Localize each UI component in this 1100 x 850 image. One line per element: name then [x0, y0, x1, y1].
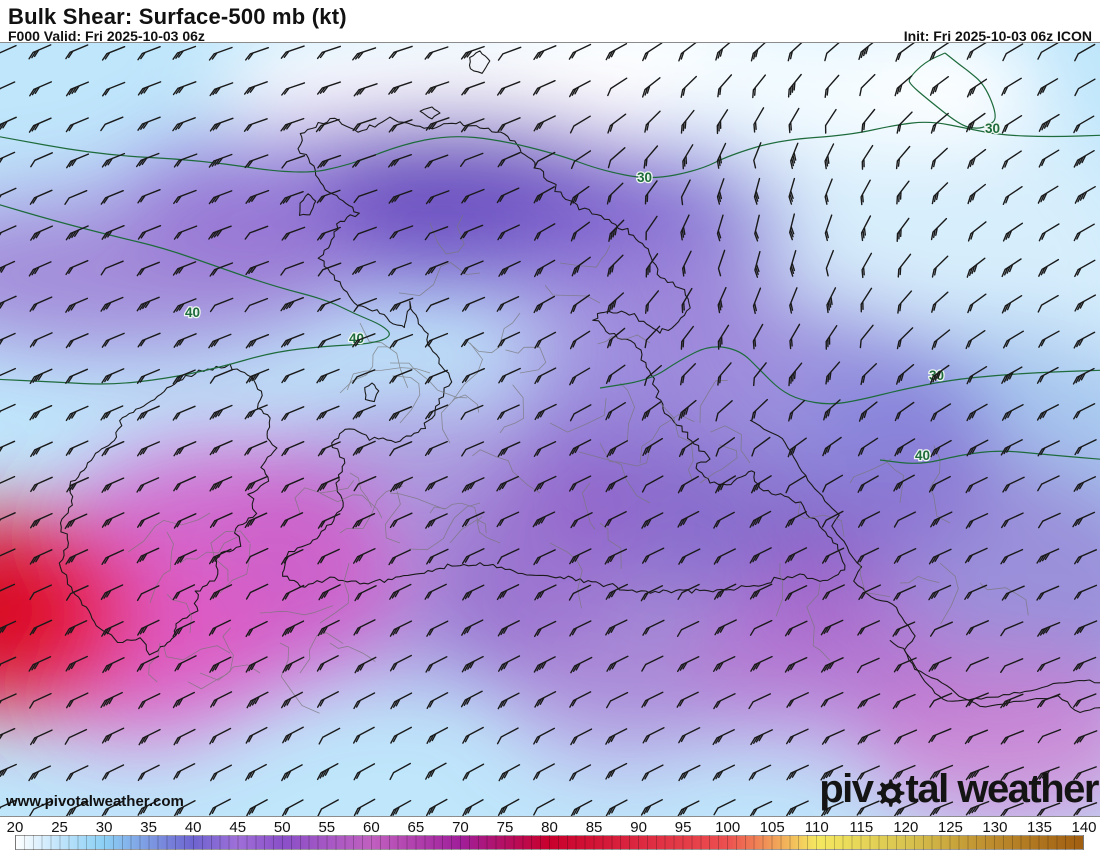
svg-text:30: 30 [637, 170, 652, 185]
svg-text:40: 40 [185, 305, 200, 320]
svg-text:40: 40 [915, 448, 930, 463]
svg-text:30: 30 [985, 121, 1000, 136]
